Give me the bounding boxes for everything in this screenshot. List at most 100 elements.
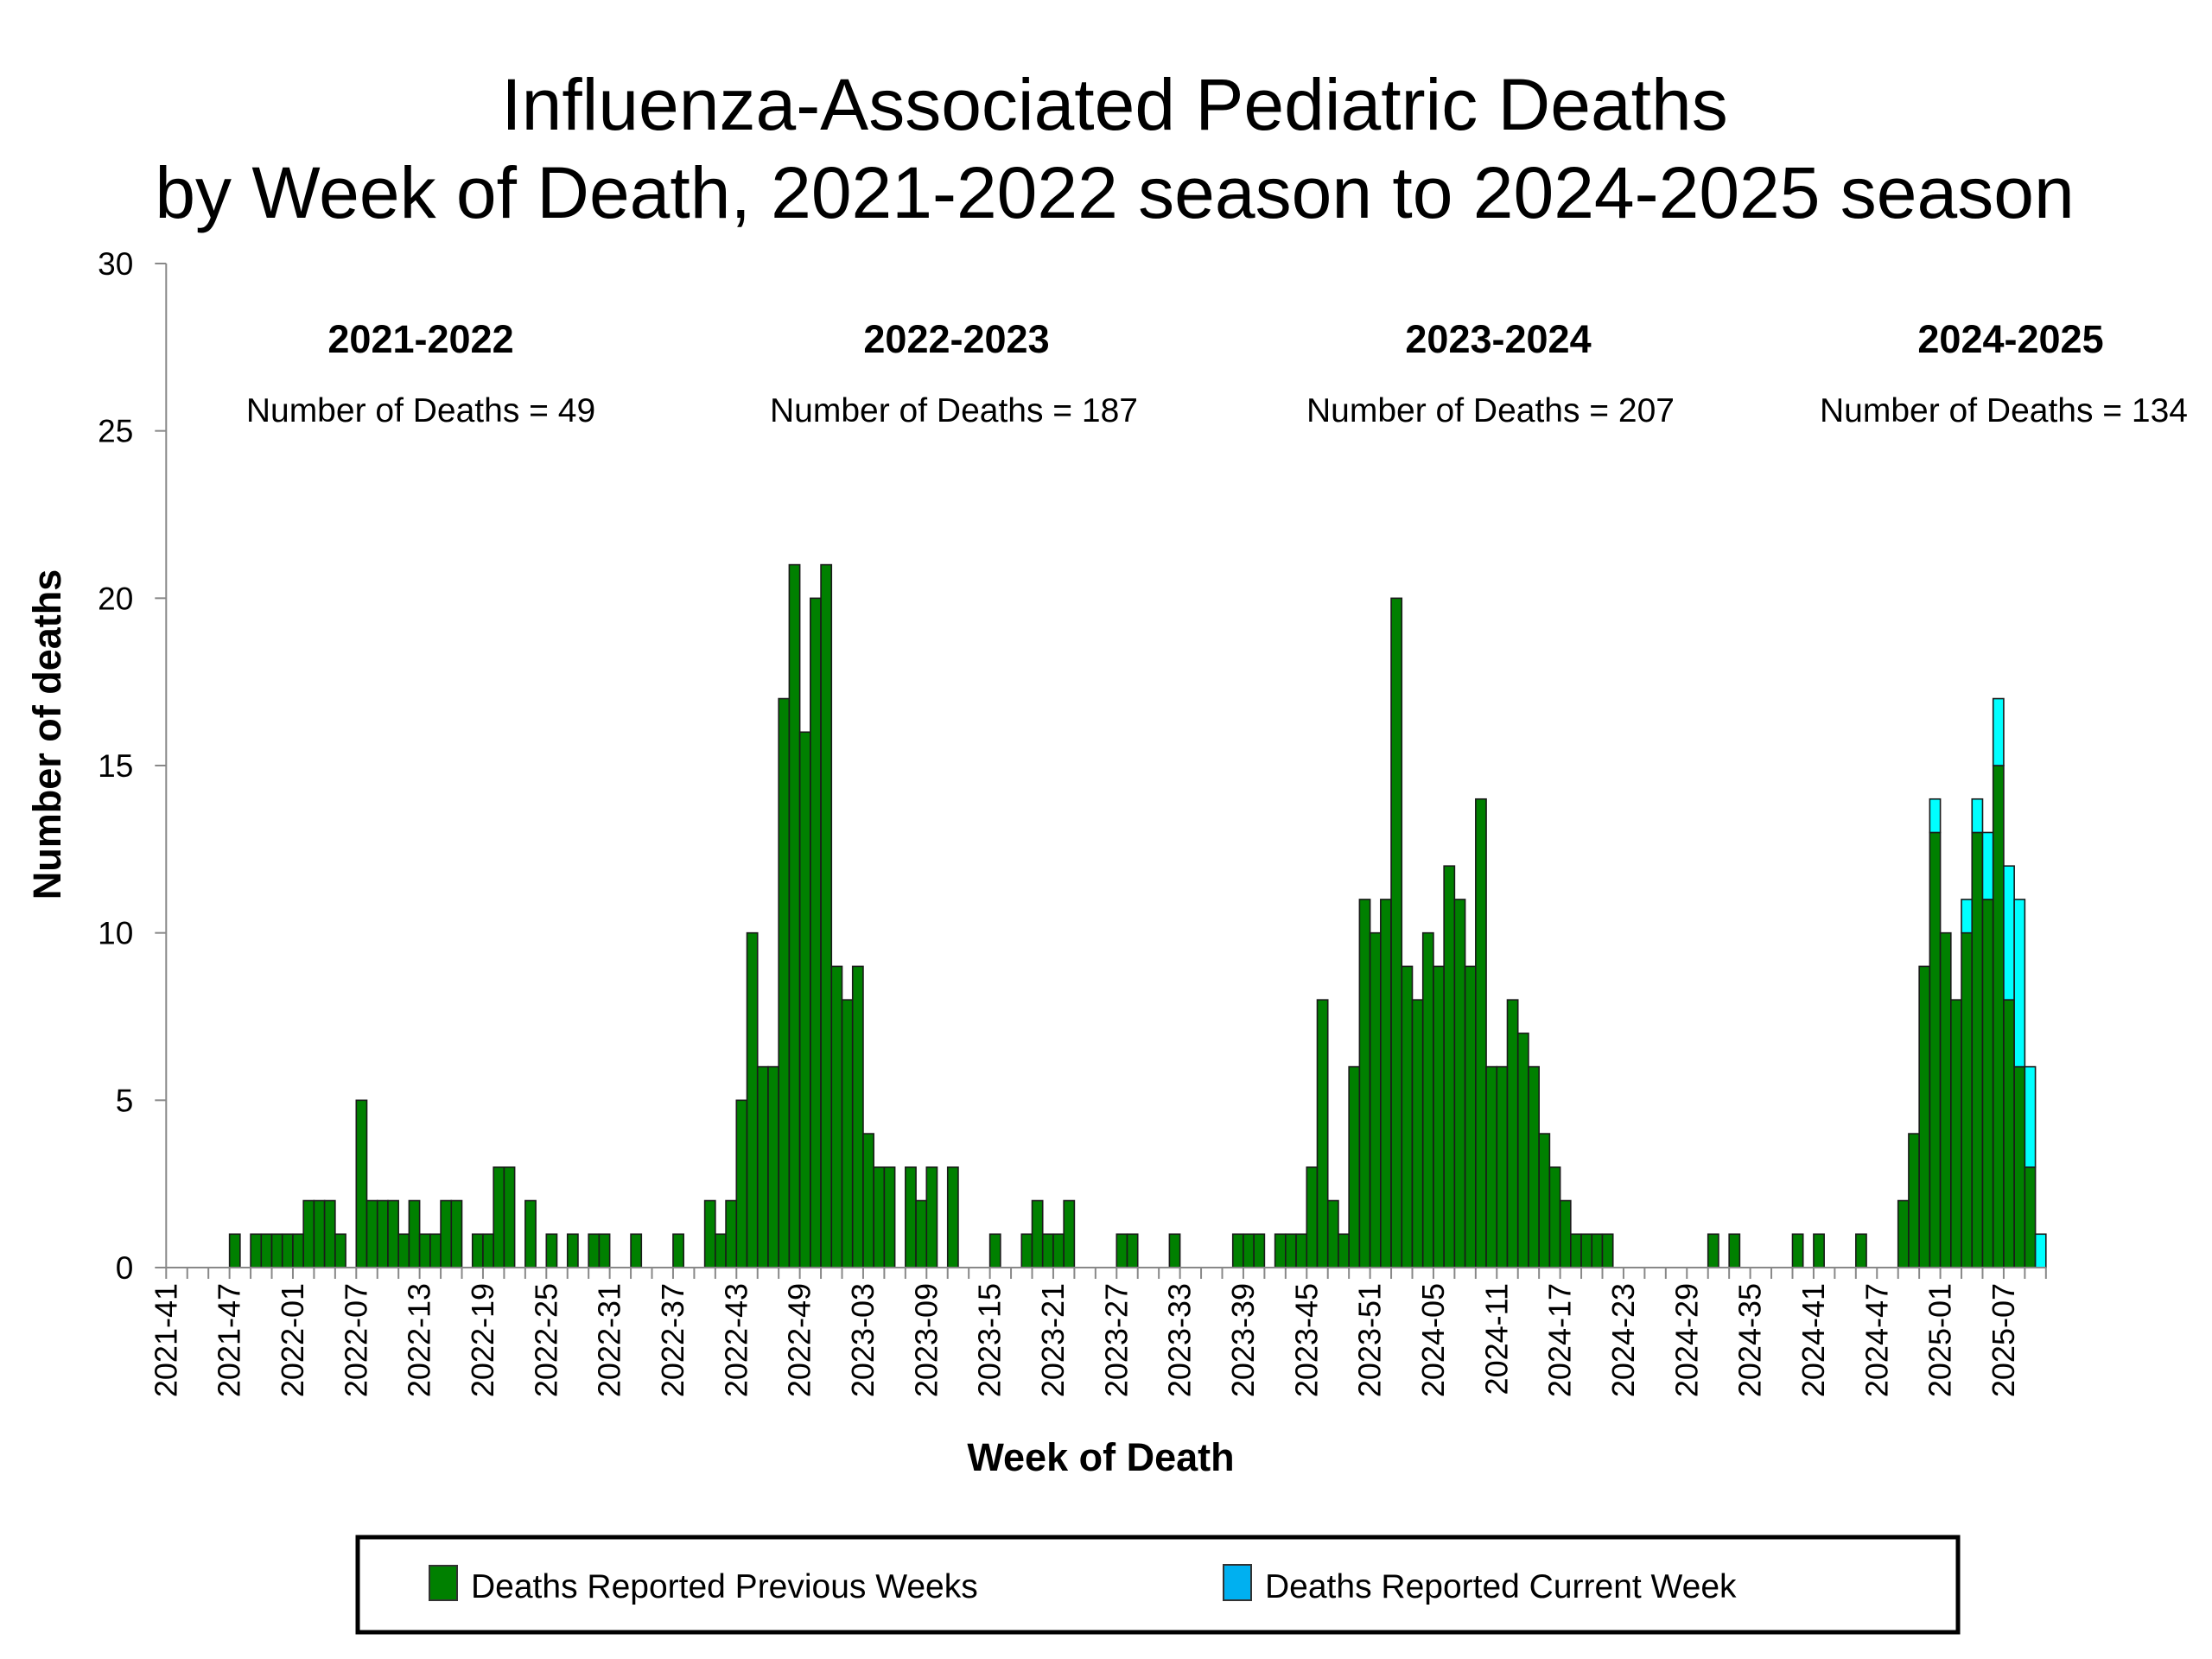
bar-previous-2022-18 — [471, 1233, 484, 1268]
bar-current-2025-07 — [2003, 865, 2015, 1001]
bar-previous-2023-20 — [1041, 1233, 1054, 1268]
bar-previous-2021-47 — [228, 1233, 241, 1268]
bar-previous-2025-06 — [1992, 765, 2005, 1268]
bar-previous-2024-03 — [1411, 999, 1424, 1268]
x-tick-label: 2023-27 — [1098, 1283, 1134, 1397]
x-tick-label: 2023-03 — [845, 1283, 880, 1397]
x-tick-label: 2022-49 — [782, 1283, 817, 1397]
bar-previous-2025-03 — [1961, 931, 1974, 1268]
x-tick-label: 2021-47 — [212, 1283, 247, 1397]
bar-previous-2024-49 — [1897, 1199, 1910, 1268]
x-axis: 2021-41 2021-47 2022-01 2022-07 2022-13 2022-… — [148, 1267, 2047, 1397]
bar-previous-2023-40 — [1253, 1233, 1266, 1268]
bar-previous-2024-21 — [1601, 1233, 1614, 1268]
y-tick-label: 25 — [98, 414, 133, 449]
bar-previous-2023-07 — [905, 1166, 917, 1268]
x-tick-label: 2022-13 — [402, 1283, 437, 1397]
bar-previous-2023-47 — [1326, 1199, 1339, 1268]
bar-previous-2025-01 — [1939, 931, 1952, 1268]
x-tick-label: 2023-45 — [1288, 1283, 1324, 1397]
y-axis: 0 5 10 15 20 25 30 — [98, 246, 168, 1286]
bar-previous-2022-52 — [830, 965, 843, 1268]
bar-previous-2025-02 — [1950, 999, 1962, 1268]
bar-previous-2023-18 — [1020, 1233, 1033, 1268]
legend: Deaths Reported Previous Weeks Deaths Re… — [355, 1535, 1961, 1635]
bar-previous-2023-52 — [1380, 899, 1392, 1268]
season-deaths-2022-2023: Number of Deaths = 187 — [770, 392, 1138, 429]
bar-current-2025-05 — [1981, 831, 1994, 900]
bar-previous-2024-17 — [1559, 1199, 1572, 1268]
bar-previous-2023-28 — [1126, 1233, 1139, 1268]
bar-previous-2023-39 — [1243, 1233, 1255, 1268]
bar-previous-2024-06 — [1443, 865, 1456, 1268]
x-tick-label: 2022-31 — [592, 1283, 627, 1397]
bar-previous-2023-27 — [1116, 1233, 1128, 1268]
x-tick-label: 2025-01 — [1923, 1283, 1958, 1397]
y-axis-label: Number of deaths — [25, 569, 69, 900]
bar-previous-2024-31 — [1707, 1233, 1719, 1268]
bar-previous-2022-41 — [715, 1233, 727, 1268]
bar-previous-2024-09 — [1475, 798, 1487, 1268]
x-tick-label: 2023-39 — [1225, 1283, 1261, 1397]
bar-previous-2022-07 — [355, 1099, 368, 1268]
season-deaths-2024-2025: Number of Deaths = 134 — [1820, 392, 2188, 429]
bar-previous-2022-14 — [429, 1233, 442, 1268]
bar-previous-2023-09 — [925, 1166, 938, 1268]
bar-previous-2021-49 — [250, 1233, 263, 1268]
x-tick-label: 2022-43 — [718, 1283, 753, 1397]
bar-previous-2023-11 — [946, 1166, 959, 1268]
x-tick-label: 2024-17 — [1542, 1283, 1578, 1397]
x-tick-label: 2024-23 — [1605, 1283, 1641, 1397]
bar-previous-2024-13 — [1516, 1033, 1529, 1268]
bar-previous-2022-43 — [735, 1099, 748, 1268]
bar-current-2025-08 — [2013, 899, 2026, 1068]
bar-previous-2022-23 — [524, 1199, 537, 1268]
bar-previous-2023-51 — [1369, 931, 1382, 1268]
bar-previous-2022-03 — [313, 1199, 326, 1268]
bar-previous-2022-51 — [820, 563, 833, 1268]
bar-previous-2022-01 — [292, 1233, 304, 1268]
bar-previous-2024-33 — [1728, 1233, 1741, 1268]
bar-previous-2022-44 — [746, 931, 759, 1268]
bar-previous-2023-22 — [1063, 1199, 1076, 1268]
bar-previous-2022-09 — [376, 1199, 389, 1268]
bar-previous-2023-21 — [1052, 1233, 1065, 1268]
x-tick-label: 2022-19 — [465, 1283, 500, 1397]
x-tick-label: 2025-07 — [1986, 1283, 2021, 1397]
bar-previous-2024-19 — [1580, 1233, 1593, 1268]
season-label-2022-2023: 2022-2023 — [863, 317, 1049, 361]
bar-previous-2024-52 — [1929, 831, 1942, 1268]
bar-previous-2024-04 — [1421, 931, 1434, 1268]
season-deaths-2021-2022: Number of Deaths = 49 — [246, 392, 595, 429]
bar-previous-2022-49 — [798, 731, 811, 1268]
bar-previous-2022-05 — [334, 1233, 346, 1268]
y-tick-label: 0 — [116, 1250, 134, 1286]
x-axis-label: Week of Death — [967, 1435, 1234, 1479]
bar-previous-2024-14 — [1528, 1065, 1540, 1268]
bar-previous-2022-11 — [397, 1233, 410, 1268]
legend-label-current-week: Deaths Reported Current Week — [1265, 1568, 1737, 1605]
bar-previous-2022-12 — [408, 1199, 421, 1268]
chart-title-line-1: Influenza-Associated Pediatric Deaths — [501, 64, 1727, 145]
bar-previous-2024-15 — [1538, 1133, 1551, 1268]
bar-previous-2024-51 — [1918, 965, 1931, 1268]
bar-current-2025-09 — [2024, 1065, 2037, 1168]
bar-previous-2023-43 — [1285, 1233, 1297, 1268]
bar-previous-2023-32 — [1168, 1233, 1181, 1268]
bar-previous-2025-07 — [2003, 999, 2015, 1268]
bar-previous-2022-20 — [493, 1166, 505, 1268]
bar-previous-2024-12 — [1506, 999, 1519, 1268]
bar-previous-2022-25 — [545, 1233, 558, 1268]
bar-previous-2022-48 — [788, 563, 801, 1268]
season-label-2023-2024: 2023-2024 — [1405, 317, 1591, 361]
y-tick-label: 20 — [98, 581, 133, 616]
x-tick-label: 2024-41 — [1796, 1283, 1831, 1397]
bar-previous-2024-01 — [1390, 597, 1403, 1268]
bar-previous-2024-08 — [1464, 965, 1477, 1268]
bar-previous-2021-50 — [260, 1233, 273, 1268]
bar-previous-2025-09 — [2024, 1166, 2037, 1268]
x-tick-label: 2023-21 — [1035, 1283, 1071, 1397]
x-tick-label: 2024-47 — [1859, 1283, 1894, 1397]
bar-current-2025-04 — [1971, 798, 1984, 834]
